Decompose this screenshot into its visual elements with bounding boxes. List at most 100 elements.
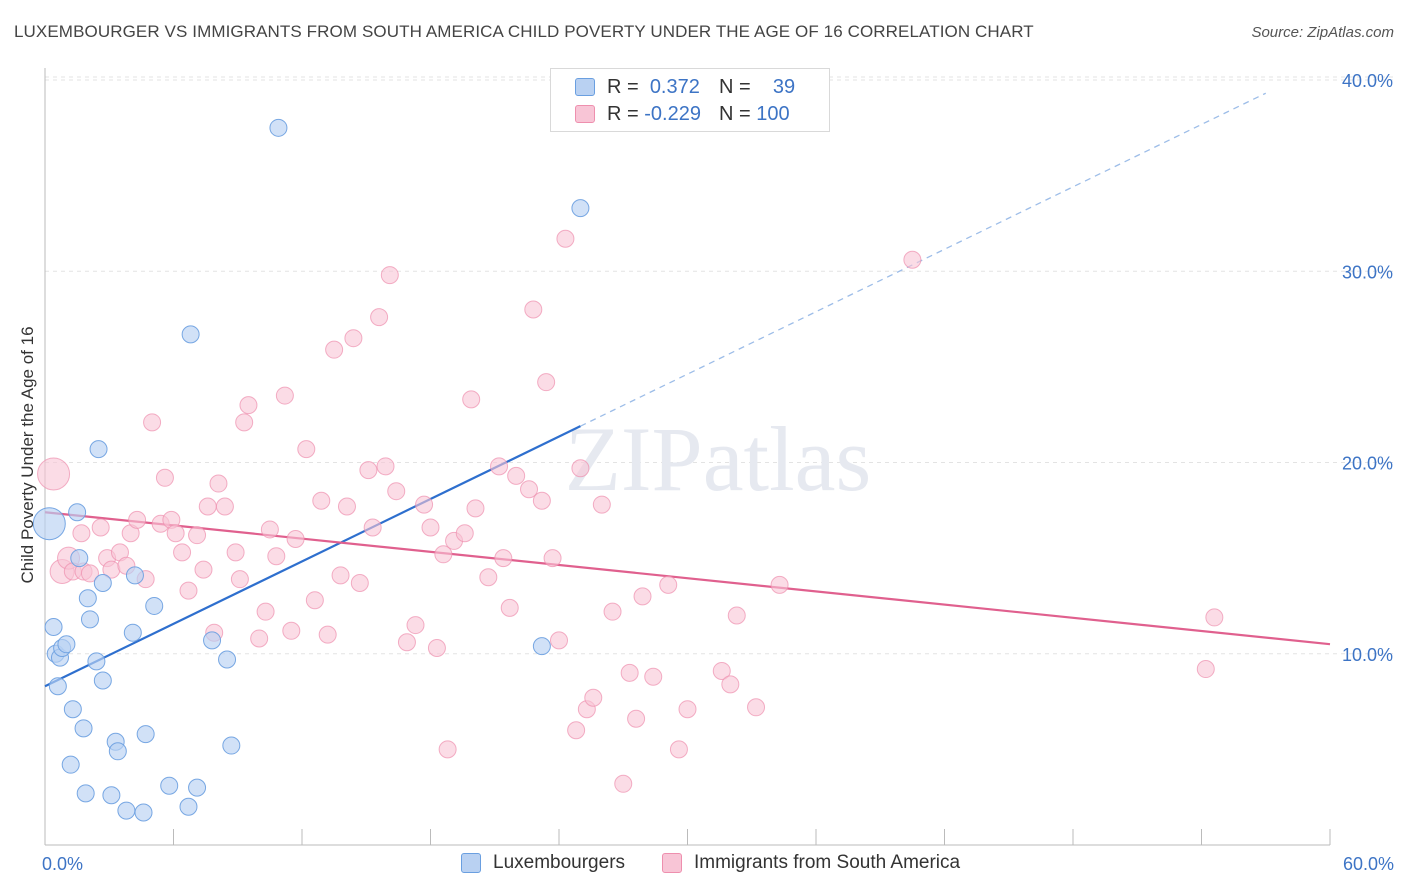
data-point-immigrants [592,495,611,514]
data-point-luxembourgers [203,631,222,650]
n-value: 39 [772,75,796,98]
data-point-immigrants [507,466,526,485]
data-point-immigrants [350,573,369,592]
data-point-immigrants [143,413,162,432]
data-point-luxembourgers [181,325,200,344]
watermark: ZIPatlas [565,408,872,510]
n-value: 100 [756,102,790,125]
legend-swatch-blue [575,78,595,96]
data-point-immigrants [230,570,249,589]
data-point-immigrants [543,549,562,568]
data-point-immigrants [318,625,337,644]
data-point-luxembourgers [32,507,66,541]
data-point-luxembourgers [123,623,142,642]
r-label: R = [607,102,639,125]
data-point-luxembourgers [78,589,97,608]
data-point-immigrants [627,709,646,728]
data-point-immigrants [235,413,254,432]
data-point-immigrants [434,545,453,564]
data-point-immigrants [91,518,110,537]
data-point-immigrants [712,661,731,680]
data-point-luxembourgers [125,566,144,585]
data-point-immigrants [678,700,697,719]
data-point-luxembourgers [117,801,136,820]
legend-swatch-blue [461,853,481,873]
data-point-immigrants [376,457,395,476]
data-point-immigrants [256,602,275,621]
data-point-immigrants [363,518,382,537]
data-point-immigrants [179,581,198,600]
legend-swatch-pink [575,105,595,123]
data-point-immigrants [331,566,350,585]
data-point-immigrants [337,497,356,516]
data-point-immigrants [550,631,568,650]
data-point-immigrants [239,396,258,415]
data-point-luxembourgers [134,803,153,822]
data-point-luxembourgers [44,617,63,636]
y-tick-label: 20.0% [1342,454,1393,474]
r-value: -0.229 [644,102,701,125]
data-point-immigrants [344,329,363,348]
data-point-luxembourgers [188,778,207,797]
data-point-immigrants [267,547,286,566]
data-point-immigrants [260,520,279,539]
data-point-immigrants [500,598,519,617]
data-point-immigrants [275,386,294,405]
data-point-luxembourgers [145,596,164,615]
data-point-immigrants [747,698,766,717]
data-point-immigrants [490,457,509,476]
data-points [32,118,1224,822]
data-point-immigrants [466,499,485,518]
data-point-immigrants [620,663,639,682]
y-axis-label: Child Poverty Under the Age of 16 [18,326,37,584]
n-label: N = [719,102,751,125]
data-point-luxembourgers [179,797,198,816]
data-point-immigrants [166,524,185,543]
data-point-immigrants [359,461,378,480]
data-point-immigrants [903,250,922,269]
data-point-immigrants [312,491,331,510]
data-point-immigrants [644,667,663,686]
data-point-immigrants [614,774,633,793]
data-point-luxembourgers [68,503,87,522]
data-point-immigrants [567,721,586,740]
data-point-immigrants [406,616,425,635]
data-point-immigrants [380,266,399,285]
data-point-immigrants [226,543,245,562]
data-point-immigrants [194,560,213,579]
data-point-immigrants [421,518,440,537]
data-point-luxembourgers [57,635,76,654]
data-point-luxembourgers [80,610,99,629]
data-point-immigrants [415,495,434,514]
data-point-immigrants [727,606,746,625]
data-point-immigrants [305,591,324,610]
trend-line-luxembourgers-projection [580,92,1267,427]
data-point-immigrants [215,497,234,516]
data-point-immigrants [438,740,457,759]
data-point-luxembourgers [222,736,241,755]
data-point-immigrants [427,639,446,658]
axes [44,68,1331,846]
legend-label: Immigrants from South America [694,852,961,873]
data-point-immigrants [1196,660,1215,679]
data-point-luxembourgers [218,650,237,669]
data-point-immigrants [173,543,192,562]
stats-row-immigrants: R = -0.229 N = 100 [575,102,790,126]
y-tick-label: 10.0% [1342,645,1393,665]
data-point-immigrants [37,457,71,491]
data-point-immigrants [520,480,539,499]
legend-item-immigrants[interactable]: Immigrants from South America [662,852,960,874]
data-point-immigrants [659,575,678,594]
y-tick-label: 40.0% [1342,71,1393,91]
data-point-immigrants [455,524,474,543]
data-point-luxembourgers [136,725,155,744]
data-point-luxembourgers [102,786,121,805]
data-point-immigrants [325,340,344,359]
chart-title: LUXEMBOURGER VS IMMIGRANTS FROM SOUTH AM… [14,22,1034,41]
data-point-luxembourgers [70,549,89,568]
data-point-luxembourgers [532,637,551,656]
data-point-immigrants [462,390,481,409]
r-label: R = [607,75,639,98]
legend-item-luxembourgers[interactable]: Luxembourgers [461,852,625,874]
